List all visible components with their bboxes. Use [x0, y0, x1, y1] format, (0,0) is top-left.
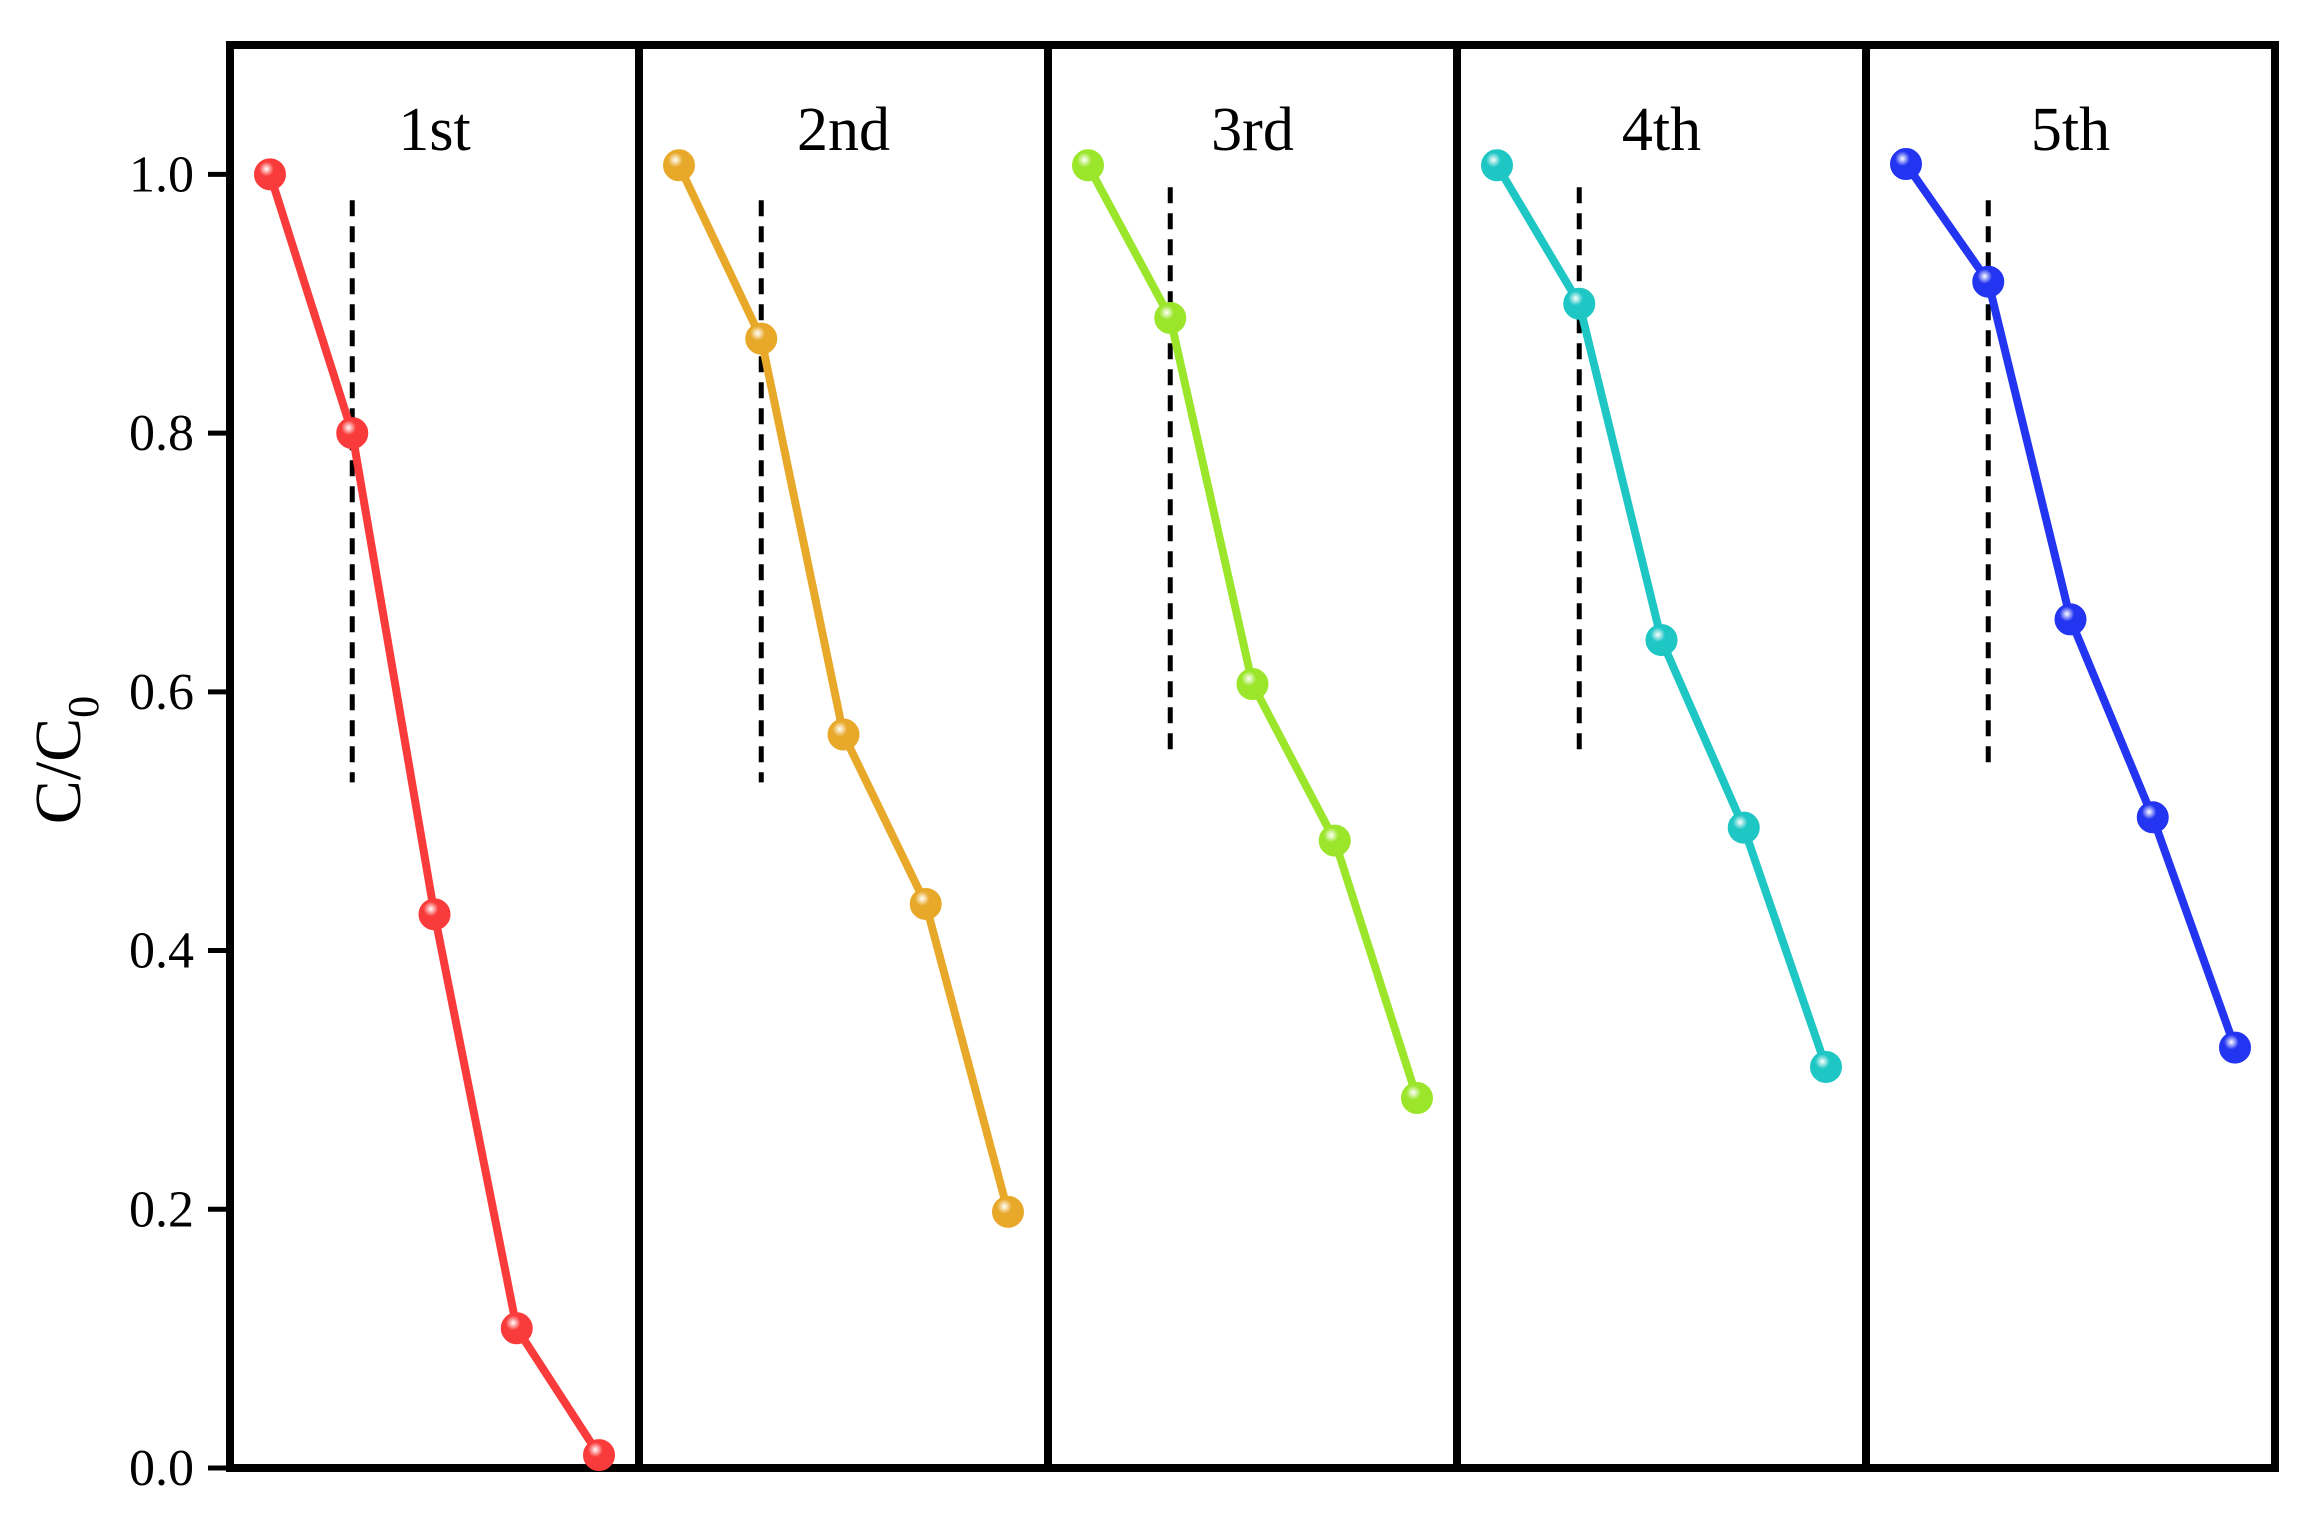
- panel-frame: [635, 41, 1052, 1472]
- data-point: [583, 1439, 615, 1472]
- data-point: [1236, 668, 1269, 701]
- data-point: [1154, 301, 1187, 334]
- data-point: [1810, 1050, 1842, 1083]
- data-point: [2054, 603, 2087, 636]
- data-point: [745, 322, 778, 355]
- y-tick-label: 1.0: [129, 146, 194, 203]
- data-point: [336, 417, 369, 450]
- panel-cycle-1: 1st: [226, 41, 643, 1472]
- y-axis-label: C/C0: [22, 696, 108, 824]
- series-line: [1084, 163, 1421, 1100]
- data-point: [992, 1195, 1024, 1228]
- panel-frame: [226, 41, 643, 1472]
- y-tick-label: 0.0: [129, 1440, 194, 1497]
- data-point: [1727, 811, 1760, 844]
- data-point: [663, 149, 695, 182]
- data-point: [1890, 148, 1922, 181]
- panel-frame: [1453, 41, 1870, 1472]
- data-point: [1563, 287, 1596, 320]
- data-point: [1972, 265, 2005, 298]
- y-tick-label: 0.6: [129, 664, 194, 721]
- y-axis-label-main: C/C: [22, 718, 95, 824]
- panel-title: 2nd: [797, 96, 890, 164]
- series-line: [266, 173, 603, 1458]
- panel-frame: [1044, 41, 1461, 1472]
- data-point: [1481, 149, 1513, 182]
- panel-title: 4th: [1622, 96, 1701, 164]
- y-tick-label: 0.8: [129, 405, 194, 462]
- data-point: [827, 718, 860, 751]
- y-axis-label-subscript: 0: [59, 696, 108, 718]
- panel-frame: [1862, 41, 2279, 1472]
- y-tick-label: 0.4: [129, 923, 194, 980]
- data-point: [1072, 149, 1104, 182]
- panel-title: 1st: [398, 96, 470, 164]
- data-point: [1645, 624, 1678, 657]
- data-point: [418, 898, 451, 931]
- panel-cycle-4: 4th: [1453, 41, 1870, 1472]
- data-point: [909, 887, 942, 920]
- data-point: [2136, 801, 2169, 834]
- data-point: [254, 158, 286, 191]
- series-line: [675, 163, 1012, 1213]
- panel-cycle-5: 5th: [1862, 41, 2279, 1472]
- series-line: [1493, 163, 1830, 1069]
- panel-cycle-3: 3rd: [1044, 41, 1461, 1472]
- panel-title: 3rd: [1211, 96, 1294, 164]
- data-point: [2219, 1031, 2251, 1064]
- panels: 1st 2nd 3rd 4th 5th: [226, 41, 2279, 1472]
- panel-title: 5th: [2031, 96, 2110, 164]
- data-point: [1401, 1082, 1433, 1115]
- data-point: [1318, 824, 1351, 857]
- data-point: [500, 1312, 533, 1345]
- panel-cycle-2: 2nd: [635, 41, 1052, 1472]
- y-axis: 0.0 0.2 0.4 0.6 0.8 1.0: [129, 146, 230, 1497]
- y-tick-label: 0.2: [129, 1181, 194, 1238]
